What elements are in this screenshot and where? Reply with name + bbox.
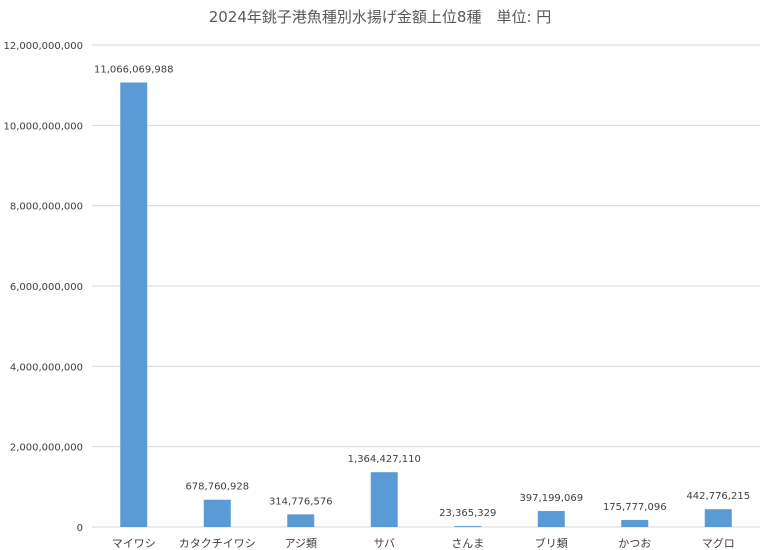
x-tick-label: ブリ類	[535, 536, 568, 550]
y-tick-label: 6,000,000,000	[10, 282, 83, 293]
x-axis-tick-labels: マイワシ カタクチイワシ アジ類 サバ さんま ブリ類 かつお マグロ	[112, 536, 735, 550]
y-tick-label: 8,000,000,000	[10, 202, 83, 213]
y-tick-label: 10,000,000,000	[3, 121, 83, 132]
data-label: 1,364,427,110	[348, 454, 421, 465]
x-tick-label: マイワシ	[112, 537, 156, 550]
bar	[287, 514, 315, 527]
x-tick-label: さんま	[451, 537, 484, 550]
y-axis-tick-labels: 0 2,000,000,000 4,000,000,000 6,000,000,000…	[3, 41, 83, 534]
x-tick-label: カタクチイワシ	[179, 537, 256, 550]
bar	[621, 519, 649, 527]
bar	[370, 472, 398, 527]
data-label: 397,199,069	[519, 493, 583, 504]
bar	[537, 511, 565, 527]
bars	[120, 82, 732, 528]
data-label: 314,776,576	[269, 496, 333, 507]
data-label: 23,365,329	[439, 508, 496, 519]
x-tick-label: マグロ	[702, 536, 735, 550]
data-labels: 11,066,069,988 678,760,928 314,776,576 1,36…	[94, 65, 750, 520]
data-label: 175,777,096	[603, 502, 667, 513]
bar	[203, 499, 231, 527]
data-label: 11,066,069,988	[94, 65, 174, 76]
bar	[704, 509, 732, 527]
x-tick-label: アジ類	[284, 537, 317, 550]
x-tick-label: サバ	[373, 537, 395, 550]
chart-title: 2024年銚子港魚種別水揚げ金額上位8種 単位: 円	[209, 8, 552, 26]
data-label: 678,760,928	[185, 482, 249, 493]
y-tick-label: 2,000,000,000	[10, 443, 83, 454]
x-tick-label: かつお	[618, 537, 651, 550]
y-tick-label: 12,000,000,000	[3, 41, 83, 52]
y-tick-label: 4,000,000,000	[10, 362, 83, 373]
bar	[454, 526, 482, 527]
bar	[120, 82, 148, 528]
y-tick-label: 0	[77, 523, 83, 534]
data-label: 442,776,215	[686, 491, 750, 502]
gridlines	[92, 44, 760, 528]
